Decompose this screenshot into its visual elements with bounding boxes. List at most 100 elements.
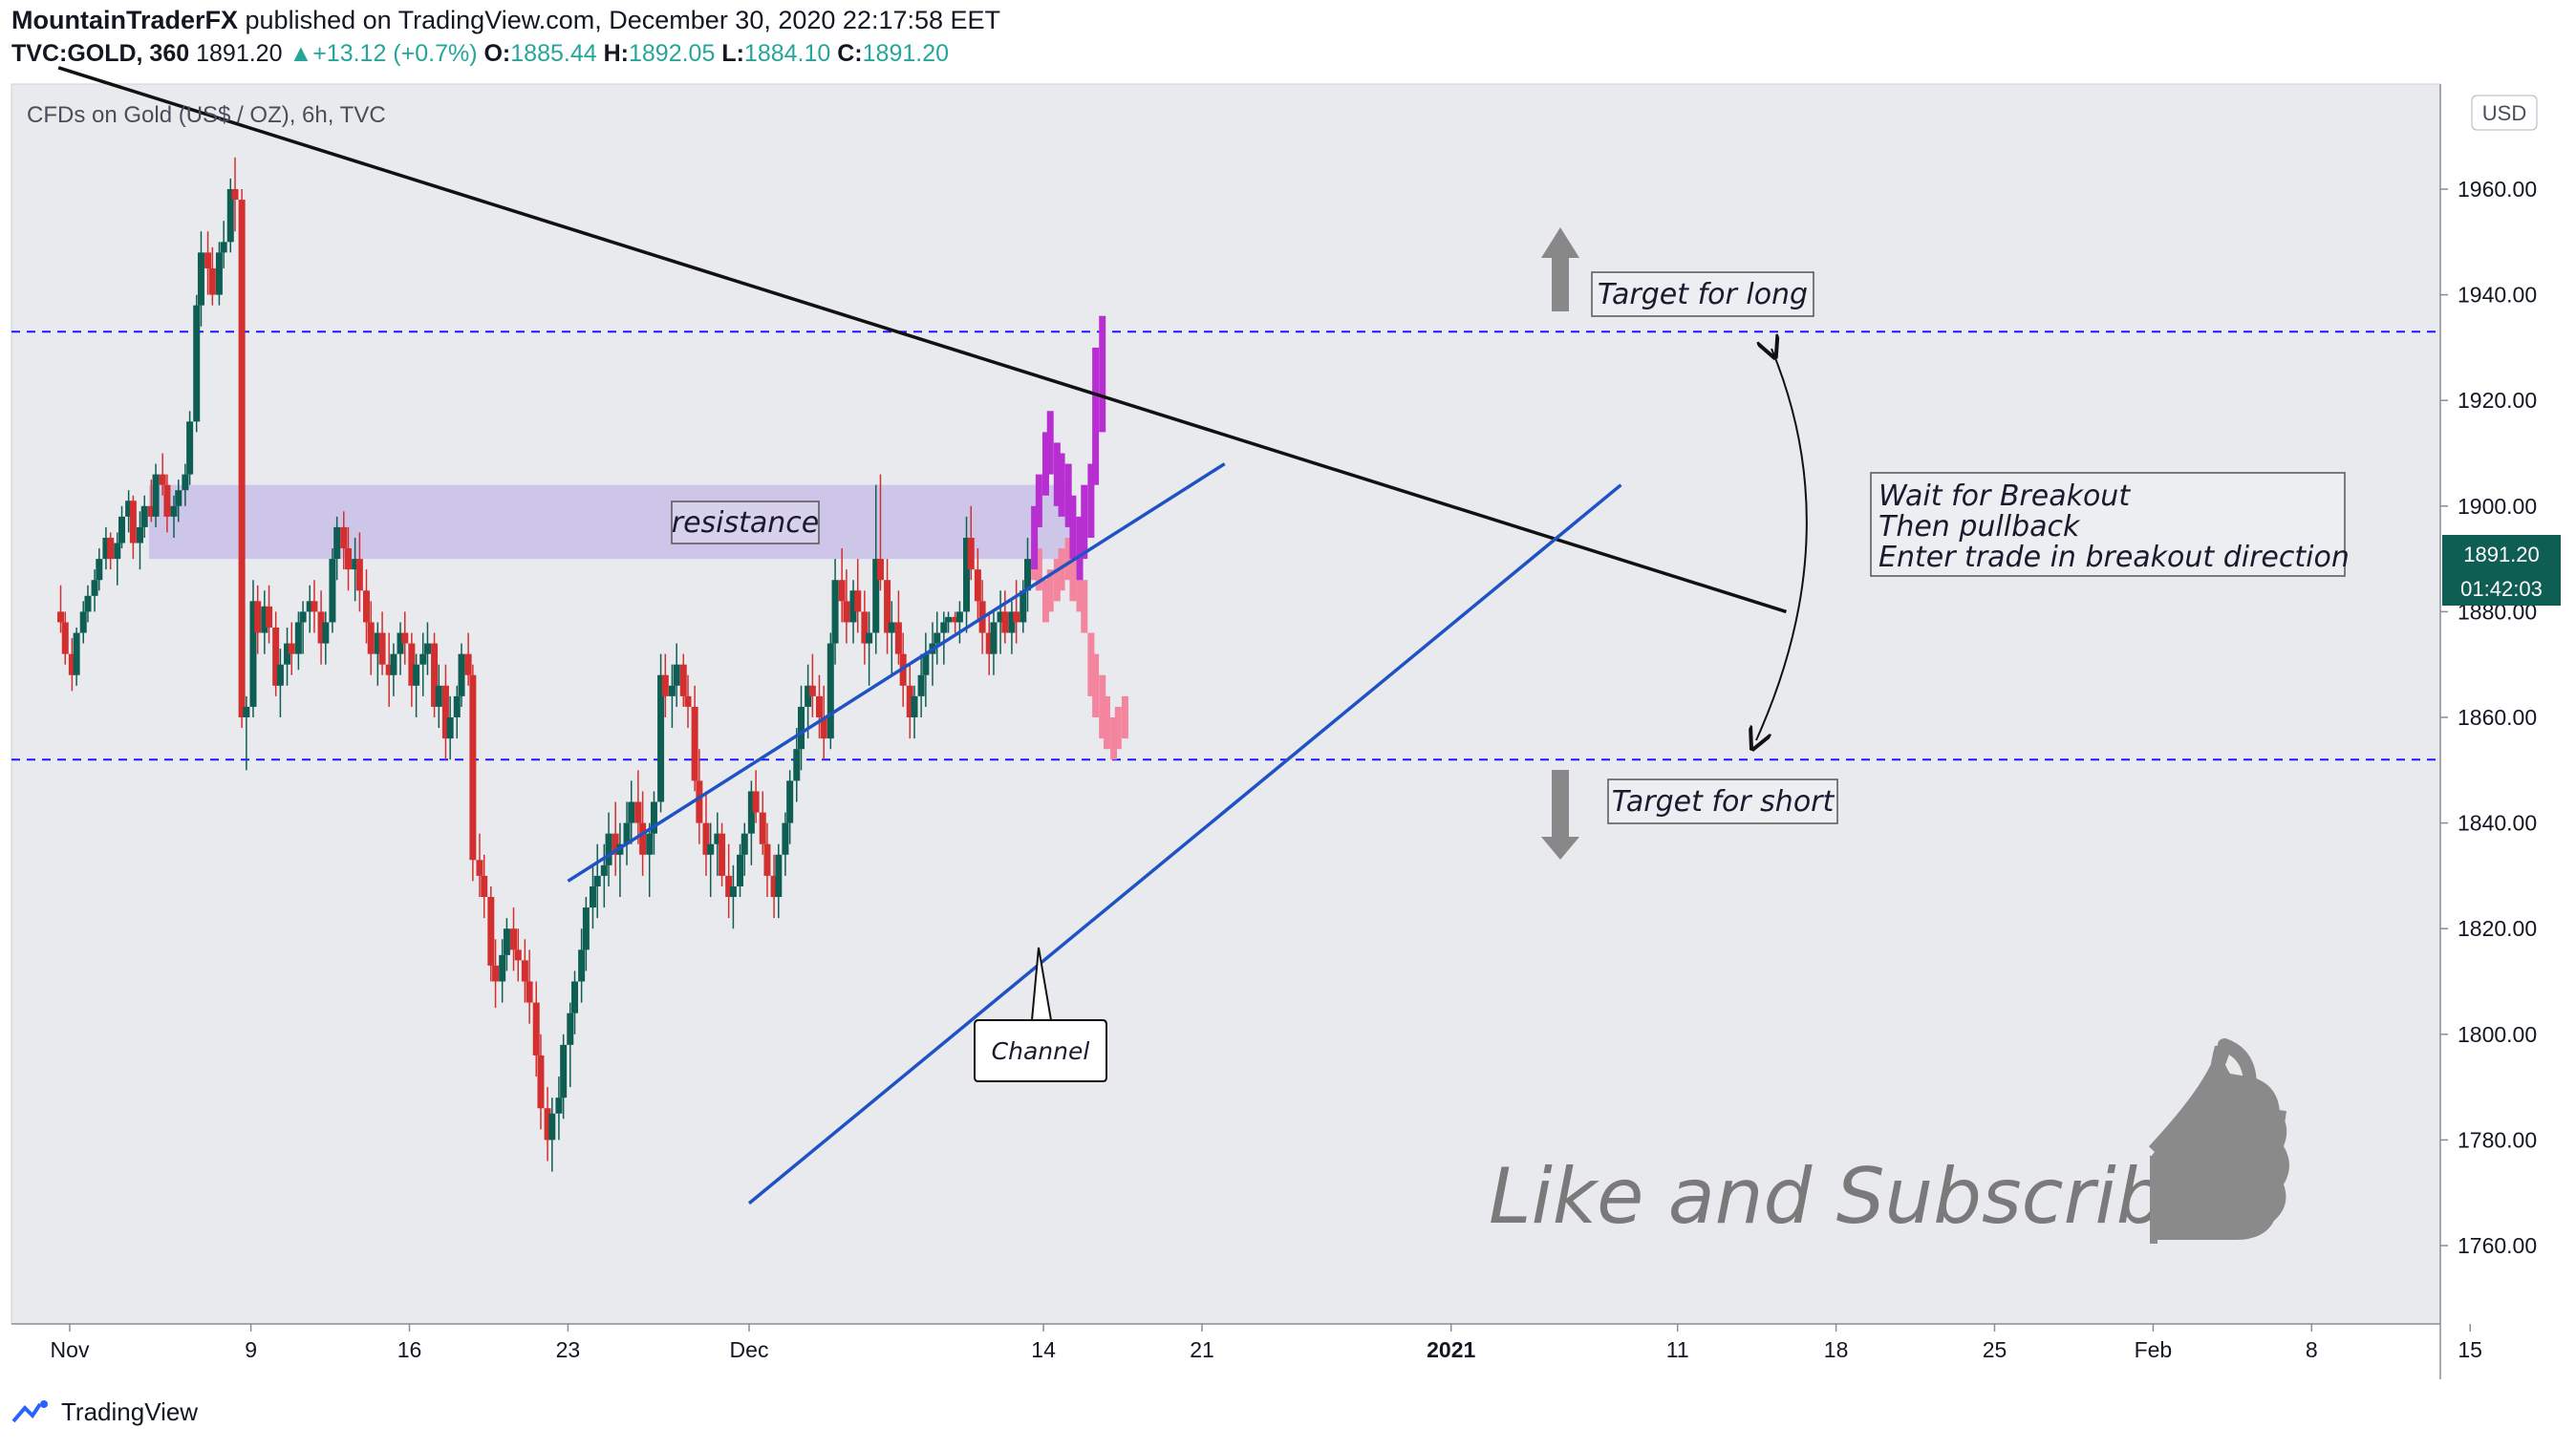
candle-body — [537, 1055, 545, 1109]
projection-long-bar — [1046, 411, 1054, 475]
candle-body — [593, 875, 601, 886]
candle-body — [729, 885, 737, 898]
candle-body — [510, 928, 518, 950]
candle-body — [866, 632, 873, 644]
y-tick-label: 1760.00 — [2458, 1233, 2537, 1258]
candle-body — [57, 611, 65, 623]
candle-body — [684, 695, 692, 707]
candle-body — [96, 559, 103, 581]
price-tag-value: 1891.20 — [2463, 543, 2540, 566]
candle-body — [532, 1002, 540, 1056]
candle-body — [231, 189, 239, 201]
close-label: C: — [837, 40, 863, 67]
candle-body — [345, 548, 353, 570]
publish-info: published on TradingView.com, December 3… — [238, 6, 1001, 34]
change-value: +13.12 (+0.7%) — [312, 40, 478, 67]
candle-body — [220, 242, 227, 253]
x-tick-label: 15 — [2458, 1337, 2482, 1362]
candle-body — [691, 706, 698, 781]
candle-body — [838, 580, 846, 602]
candle-body — [1024, 559, 1032, 591]
candle-body — [329, 559, 336, 623]
candle-body — [68, 653, 75, 675]
candle-body — [571, 981, 579, 1013]
candle-body — [888, 622, 895, 633]
y-tick-label: 1860.00 — [2458, 705, 2537, 730]
candle-body — [815, 695, 823, 717]
candle-body — [548, 1113, 556, 1141]
projection-long-bar — [1076, 516, 1084, 581]
candle-body — [413, 664, 420, 686]
candle-body — [782, 822, 789, 855]
candle-body — [266, 606, 273, 628]
candle-body — [1001, 611, 1009, 633]
candle-body — [294, 622, 302, 654]
countdown-value: 01:42:03 — [2460, 577, 2543, 601]
candle-body — [831, 580, 839, 644]
candle-body — [805, 685, 812, 707]
trendline-channel-upper[interactable] — [567, 462, 1226, 883]
tradingview-logo-icon — [11, 1400, 48, 1423]
candle-body — [186, 421, 194, 475]
candle-body — [661, 674, 669, 696]
projection-short-bar — [1087, 632, 1095, 696]
y-tick-label: 1940.00 — [2458, 283, 2537, 308]
candle-body — [917, 674, 925, 696]
candle-body — [431, 643, 439, 707]
candle-body — [487, 897, 495, 966]
candle-body — [79, 611, 87, 633]
time-axis[interactable] — [11, 1324, 2440, 1379]
candle-body — [147, 505, 155, 517]
candle-body — [125, 501, 133, 517]
projection-long-bar — [1087, 463, 1095, 538]
candle-body — [306, 601, 313, 612]
long-arrow-shaft — [1552, 256, 1569, 311]
projection-short-bar — [1064, 537, 1072, 581]
y-tick-label: 1820.00 — [2458, 916, 2537, 941]
projection-short-bar — [1058, 548, 1065, 591]
chart-title: CFDs on Gold (US$ / OZ), 6h, TVC — [27, 102, 386, 128]
candle-body — [73, 632, 80, 675]
candle-body — [385, 664, 393, 675]
candle-body — [820, 717, 827, 739]
ohlc-header: TVC:GOLD, 360 1891.20 ▲+13.12 (+0.7%) O:… — [11, 40, 949, 68]
tradingview-footer[interactable]: TradingView — [11, 1397, 198, 1427]
price-axis[interactable] — [2440, 84, 2576, 1379]
candle-body — [526, 981, 533, 1003]
candle-body — [91, 580, 98, 596]
candle-body — [272, 627, 280, 686]
candle-body — [476, 860, 483, 876]
author-name[interactable]: MountainTraderFX — [11, 6, 239, 34]
strategy-line-2: Then pullback — [1878, 510, 2081, 544]
resistance-zone — [148, 484, 1071, 560]
x-tick-label: 25 — [1983, 1337, 2007, 1362]
candle-body — [770, 875, 778, 898]
candle-body — [243, 706, 250, 717]
trendline-downtrend[interactable] — [57, 66, 1787, 614]
candle-body — [152, 474, 160, 517]
price-tag — [2442, 535, 2561, 571]
candle-body — [204, 252, 212, 268]
x-tick-label: 16 — [397, 1337, 422, 1362]
low-value: 1884.10 — [743, 40, 831, 67]
y-tick-label: 1960.00 — [2458, 177, 2537, 202]
publish-header: MountainTraderFX published on TradingVie… — [11, 6, 1000, 35]
candle-body — [752, 791, 760, 813]
trendline-channel-lower[interactable] — [747, 483, 1622, 1205]
candle-body — [702, 822, 710, 855]
projection-long-bar — [1058, 453, 1065, 517]
candle-body — [725, 875, 733, 898]
candle-body — [714, 833, 721, 844]
resistance-label-box — [671, 501, 820, 544]
thumbs-up-icon — [2148, 1038, 2289, 1244]
candle-body — [775, 854, 783, 898]
target-long-label: Target for long — [1598, 278, 1808, 311]
candle-body — [193, 305, 201, 422]
candle-body — [423, 643, 431, 654]
candle-body — [136, 526, 143, 544]
plot-area[interactable] — [11, 83, 2441, 1325]
currency-button[interactable] — [2471, 95, 2538, 131]
y-tick-label: 1900.00 — [2458, 494, 2537, 519]
double-arrow — [1756, 349, 1808, 740]
